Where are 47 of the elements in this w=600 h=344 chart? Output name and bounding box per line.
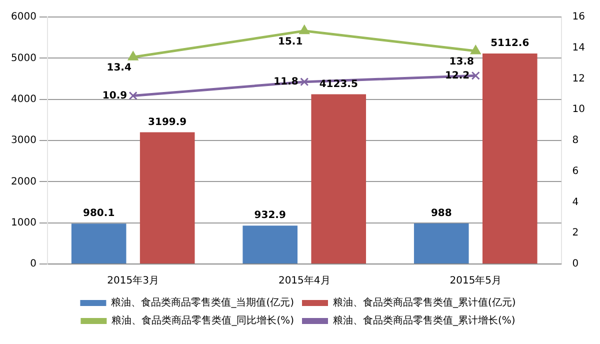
y2-tick-label: 12 — [572, 73, 586, 84]
point — [128, 91, 138, 100]
point — [300, 78, 309, 86]
point — [470, 45, 481, 54]
y-tick-label: 0 — [30, 258, 36, 270]
y2-tick-label: 8 — [572, 135, 579, 146]
bar — [71, 224, 126, 264]
point — [299, 25, 310, 34]
bar — [414, 223, 469, 264]
data-label: 980.1 — [83, 208, 115, 220]
point — [128, 51, 138, 60]
y2-tick-label: 2 — [572, 228, 579, 239]
y-tick-label: 1000 — [10, 217, 36, 228]
bar — [242, 226, 298, 264]
y-tick-label: 5000 — [10, 52, 36, 64]
data-label: 4123.5 — [319, 78, 358, 90]
legend-label: 粮油、食品类商品零售类值_累计增长(%) — [333, 314, 516, 327]
y-tick-label: 4000 — [10, 94, 36, 105]
legend-label: 粮油、食品类商品零售类值_当期值(亿元) — [111, 296, 294, 309]
data-label: 932.9 — [254, 210, 286, 222]
y2-tick-label: 16 — [572, 12, 586, 23]
x-tick-label: 2015年3月 — [107, 274, 159, 287]
data-label: 13.4 — [106, 62, 132, 74]
legend-label: 粮油、食品类商品零售类值_累计值(亿元) — [333, 296, 516, 309]
data-label: 13.8 — [449, 56, 474, 68]
bar — [482, 54, 538, 264]
data-label: 15.1 — [278, 36, 303, 48]
legend-label: 粮油、食品类商品零售类值_同比增长(%) — [112, 314, 294, 327]
x-tick-label: 2015年4月 — [278, 274, 330, 287]
bar — [311, 94, 366, 264]
y2-tick-label: 4 — [572, 196, 579, 208]
data-label: 3199.9 — [148, 116, 187, 128]
x-tick-label: 2015年5月 — [450, 274, 502, 287]
point — [471, 71, 480, 80]
data-label: 12.2 — [444, 70, 470, 82]
y2-tick-label: 14 — [572, 42, 586, 54]
y2-tick-label: 0 — [572, 258, 579, 270]
data-label: 988 — [430, 208, 452, 219]
data-label: 5112.6 — [490, 38, 530, 50]
y2-tick-label: 10 — [572, 104, 586, 116]
y-tick-label: 2000 — [10, 176, 36, 188]
data-label: 11.8 — [274, 76, 298, 88]
bar — [140, 132, 195, 264]
data-label: 10.9 — [102, 90, 128, 102]
y-tick-label: 3000 — [10, 135, 36, 146]
y-tick-label: 6000 — [10, 12, 36, 23]
y2-tick-label: 6 — [572, 166, 579, 177]
